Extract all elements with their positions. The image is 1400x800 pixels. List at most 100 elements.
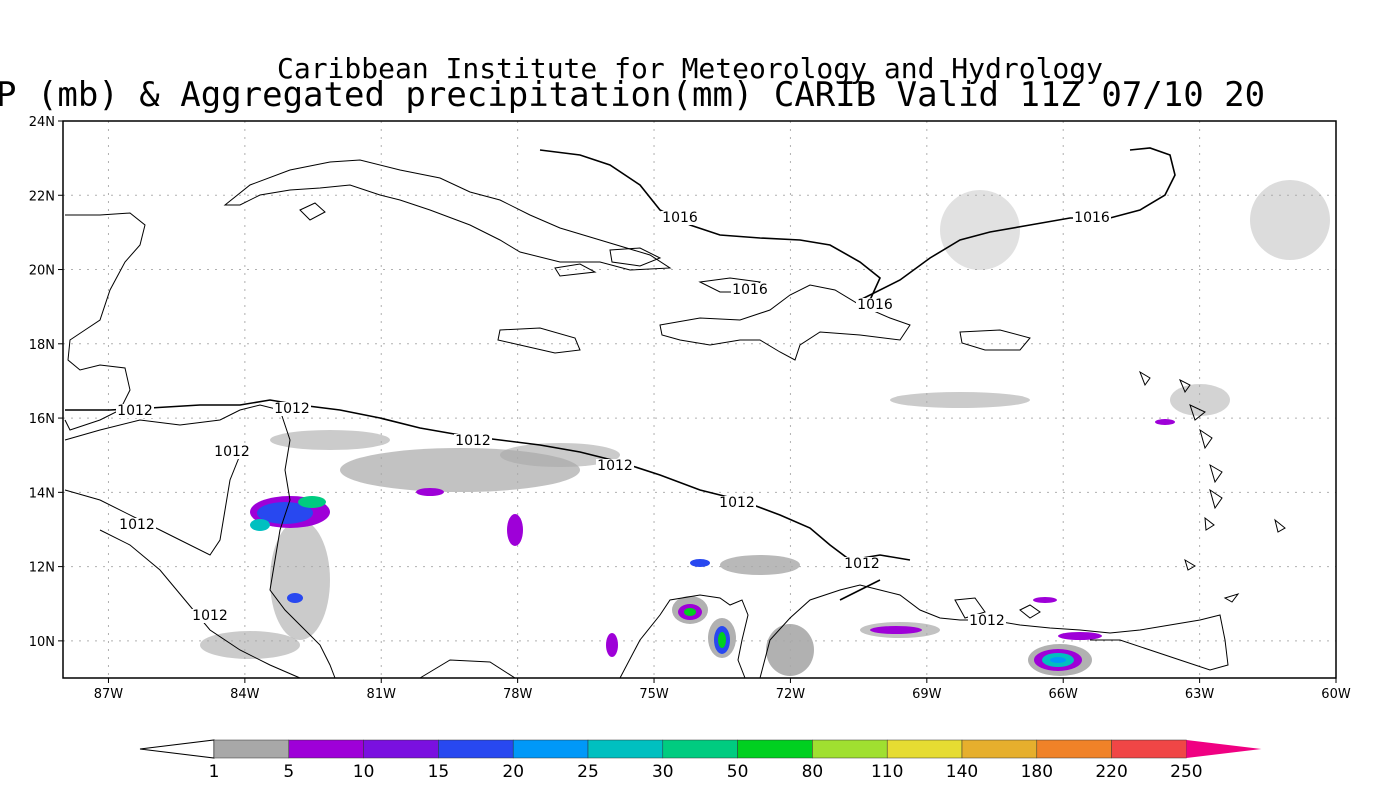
title-line-2: P (mb) & Aggregated precipitation(mm) CA… [0,75,1265,115]
colorbar-label: 30 [652,762,674,782]
precip-area [287,593,303,603]
y-tick-label: 10N [29,635,55,650]
coastline [223,159,672,271]
x-axis: 87W 84W 81W 78W 75W 72W 69W 66W 63W 60W [94,678,1351,702]
colorbar-swatch [1036,739,1112,759]
x-tick-label: 63W [1185,687,1215,702]
precip-area [940,190,1020,270]
precip-area [606,633,618,657]
coastline [1139,370,1151,387]
colorbar-label: 5 [283,762,294,782]
precip-area [1058,632,1102,640]
coastline [1204,516,1215,531]
colorbar-swatch [961,739,1038,759]
map-background [63,121,1336,678]
coastline [1019,604,1041,619]
colorbar-label: 15 [428,762,450,782]
coastline [959,329,1031,351]
y-axis: 24N 22N 20N 18N 16N 14N 12N 10N [29,115,63,650]
isobar-label-bg [968,614,1006,628]
isobar-label-bg [116,404,154,418]
isobar-label: 1012 [597,458,633,474]
colorbar-swatch [662,739,738,759]
title-line-1: Caribbean Institute for Meteorology and … [277,52,1103,85]
precip-area [298,496,326,508]
precip-area [200,631,300,659]
isobar-label: 1012 [719,495,755,511]
colorbar-right-arrow [1186,740,1262,758]
x-tick-label: 84W [230,687,260,702]
isobar-labels: 1016 1016 1016 1016 1012 1012 1012 1012 1012 1012… [116,210,1111,629]
precip-area [1170,384,1230,416]
x-tick-label: 72W [776,687,806,702]
colorbar-label: 110 [871,762,903,782]
isobar-label-bg [454,434,492,448]
precip-area [1050,657,1066,663]
coastline [609,247,662,267]
isobar-label-bg [118,518,156,532]
precip-area [718,632,726,648]
coastline [659,284,911,361]
coastline [64,404,336,679]
precip-area [270,430,390,450]
colorbar-swatch [812,739,888,759]
precip-area [720,555,800,575]
colorbar-label: 10 [353,762,375,782]
map-frame [62,120,1337,679]
coastline [299,202,326,221]
colorbar-label: 80 [802,762,824,782]
isobar-label-bg [191,609,229,623]
map-area: 1016 1016 1016 1016 1012 1012 1012 1012 1012 1012… [62,120,1337,679]
coastline [419,659,516,679]
coastline [1223,593,1240,603]
colorbar-label: 180 [1021,762,1053,782]
precip-area [766,624,814,676]
x-tick-label: 87W [94,687,124,702]
colorbar-swatch [886,739,963,759]
colorbar-label: 220 [1095,762,1127,782]
colorbar-label: 25 [577,762,599,782]
colorbar-swatch [1111,739,1187,759]
isobar-label: 1012 [274,401,310,417]
coastline [497,327,581,354]
colorbar-label: 250 [1170,762,1202,782]
colorbar-swatch [363,739,439,759]
x-tick-label: 66W [1049,687,1079,702]
isobar-1016 [539,149,881,301]
coastline [1274,518,1286,533]
isobar-label: 1016 [662,210,698,226]
isobar-label: 1012 [117,403,153,419]
colorbar-label: 140 [946,762,978,782]
isobar-label: 1012 [192,608,228,624]
y-tick-label: 12N [29,561,55,576]
x-tick-label: 78W [503,687,533,702]
precip-area [507,514,523,546]
precip-area [416,488,444,496]
coastline [1209,463,1223,484]
precip-area [257,502,313,524]
isobar-label: 1012 [969,613,1005,629]
colorbar-swatch [288,739,364,759]
precip-area [690,559,710,567]
colorbar-swatch [737,739,813,759]
coastline [619,594,749,679]
precip-area [1033,597,1057,603]
colorbar-left-arrow [139,739,215,759]
colorbar-legend: 1 5 10 15 20 25 30 50 80 110 140 180 220 250 [139,739,1262,782]
coastline [64,212,146,431]
isobar-label-bg [1073,211,1111,225]
precip-area [500,443,620,467]
coastline [954,597,986,619]
colorbar-swatch [512,739,589,759]
isobar-label-bg [731,283,769,297]
precip-area [1155,419,1175,425]
colorbar-swatch [213,739,290,759]
colorbar-label: 20 [502,762,524,782]
isobar-label: 1016 [1074,210,1110,226]
y-tick-label: 22N [29,189,55,204]
colorbar-label: 50 [727,762,749,782]
precip-area [890,392,1030,408]
isobar-label-bg [273,402,311,416]
coastline [64,454,241,556]
precip-area [250,519,270,531]
